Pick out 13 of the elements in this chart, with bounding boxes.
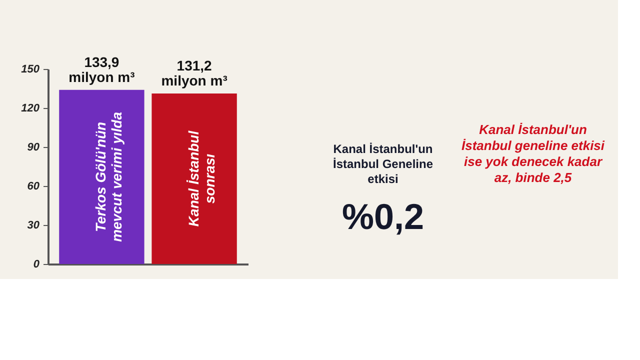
x-tick-label: Kanal İstanbul sonrası	[185, 130, 218, 227]
y-tick-label: 150	[21, 64, 40, 76]
data-label: 133,9 milyon m³	[68, 54, 136, 85]
text: Kanal İstanbul'un İstanbul Geneline etkisi	[332, 142, 434, 186]
y-tick-label: 90	[27, 142, 40, 154]
data-label: 131,2 milyon m³	[161, 57, 228, 88]
x-tick-label: Terkos Gölü'nün mevcut verimi yılda	[92, 112, 125, 242]
y-tick-label: 60	[27, 180, 40, 192]
y-tick-label: 0	[33, 258, 40, 270]
y-tick-label: 30	[27, 220, 40, 232]
y-tick-label: 120	[21, 102, 40, 114]
text: Kanal İstanbul'un İstanbul geneline etkisi ise yok denecek kadar az, binde 2,5	[461, 122, 605, 185]
text: %0,2	[342, 196, 424, 237]
